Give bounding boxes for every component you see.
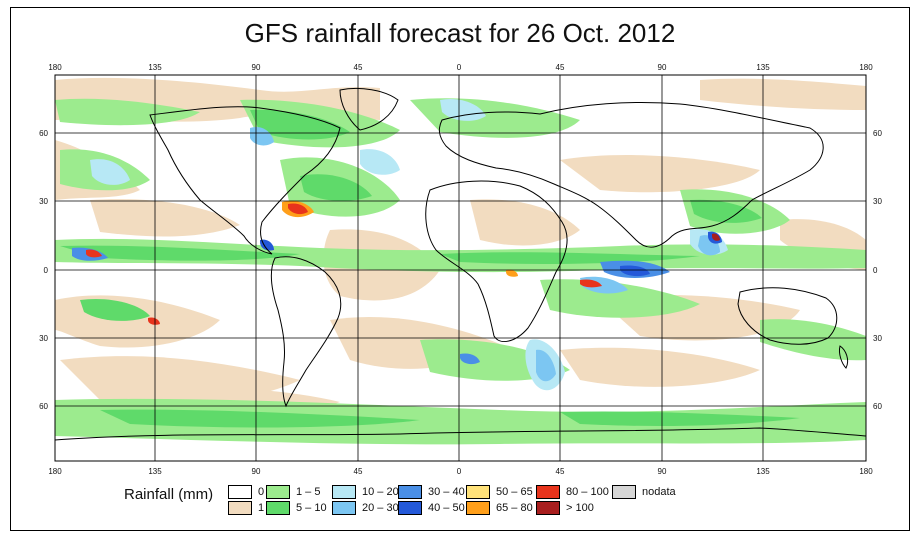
south-america-outline — [270, 256, 342, 408]
map-border — [54, 74, 867, 462]
legend-swatch — [466, 485, 490, 499]
legend-swatch — [536, 485, 560, 499]
lat-tick-label: 30 — [873, 334, 882, 343]
lon-tick-label: 90 — [658, 467, 667, 476]
lon-tick-label: 135 — [148, 63, 162, 72]
antarctica-outline — [55, 427, 866, 441]
legend-label: 0 — [258, 486, 265, 498]
legend-label: 5 – 10 — [296, 502, 327, 514]
lon-tick-label: 45 — [556, 63, 565, 72]
legend-label: 40 – 50 — [428, 502, 465, 514]
legend-label: 1 — [258, 502, 265, 514]
rain-field — [55, 77, 866, 445]
lat-ticks-right: 60 30 0 30 60 — [873, 129, 882, 411]
heavy-rain-cores — [86, 200, 720, 325]
legend-swatch — [332, 501, 356, 515]
legend-swatch — [612, 485, 636, 499]
lon-tick-label: 180 — [48, 467, 62, 476]
lat-tick-label: 60 — [873, 129, 882, 138]
lon-tick-label: 90 — [658, 63, 667, 72]
legend-swatch — [398, 485, 422, 499]
graticule — [55, 75, 866, 461]
legend-swatch — [228, 485, 252, 499]
legend-swatch — [466, 501, 490, 515]
lat-tick-label: 30 — [873, 197, 882, 206]
lon-tick-label: 135 — [148, 467, 162, 476]
legend-label: 20 – 30 — [362, 502, 399, 514]
lon-tick-label: 90 — [252, 63, 261, 72]
legend-label: 10 – 20 — [362, 486, 399, 498]
legend-label: nodata — [642, 486, 676, 498]
legend-swatch — [266, 485, 290, 499]
legend-label: > 100 — [566, 502, 594, 514]
lat-tick-label: 30 — [39, 197, 48, 206]
new-zealand-outline — [839, 345, 849, 369]
africa-outline — [425, 180, 568, 343]
lat-tick-label: 60 — [39, 129, 48, 138]
legend-swatch — [332, 485, 356, 499]
map-title: GFS rainfall forecast for 26 Oct. 2012 — [244, 18, 676, 48]
lon-ticks-top: 180 135 90 45 0 45 90 135 180 — [48, 63, 873, 72]
legend-swatch — [536, 501, 560, 515]
legend-label: 65 – 80 — [496, 502, 533, 514]
legend-label: 50 – 65 — [496, 486, 533, 498]
greenland-outline — [339, 87, 399, 131]
rain-10-20mm-areas — [90, 98, 728, 391]
lon-tick-label: 90 — [252, 467, 261, 476]
legend-swatch — [228, 501, 252, 515]
north-america-outline — [149, 106, 341, 255]
lat-tick-label: 0 — [44, 266, 49, 275]
lon-tick-label: 0 — [457, 63, 462, 72]
legend-title: Rainfall (mm) — [124, 486, 214, 503]
lat-tick-label: 60 — [39, 402, 48, 411]
lon-tick-label: 135 — [756, 63, 770, 72]
lon-tick-label: 135 — [756, 467, 770, 476]
lat-tick-label: 60 — [873, 402, 882, 411]
lon-tick-label: 45 — [354, 63, 363, 72]
lon-tick-label: 45 — [354, 467, 363, 476]
legend-swatch — [266, 501, 290, 515]
lat-ticks-left: 60 30 0 30 60 — [39, 129, 48, 411]
legend-swatch — [398, 501, 422, 515]
eurasia-outline — [438, 101, 824, 248]
lat-tick-label: 0 — [873, 266, 878, 275]
lon-ticks-bottom: 180 135 90 45 0 45 90 135 180 — [48, 467, 873, 476]
legend-label: 1 – 5 — [296, 486, 321, 498]
lon-tick-label: 180 — [48, 63, 62, 72]
rain-5-10mm-areas — [60, 109, 800, 428]
legend-label: 30 – 40 — [428, 486, 465, 498]
lat-tick-label: 30 — [39, 334, 48, 343]
coastlines — [55, 87, 866, 441]
legend-label: 80 – 100 — [566, 486, 609, 498]
lon-tick-label: 45 — [556, 467, 565, 476]
lon-tick-label: 180 — [859, 63, 873, 72]
lon-tick-label: 180 — [859, 467, 873, 476]
lon-tick-label: 0 — [457, 467, 462, 476]
